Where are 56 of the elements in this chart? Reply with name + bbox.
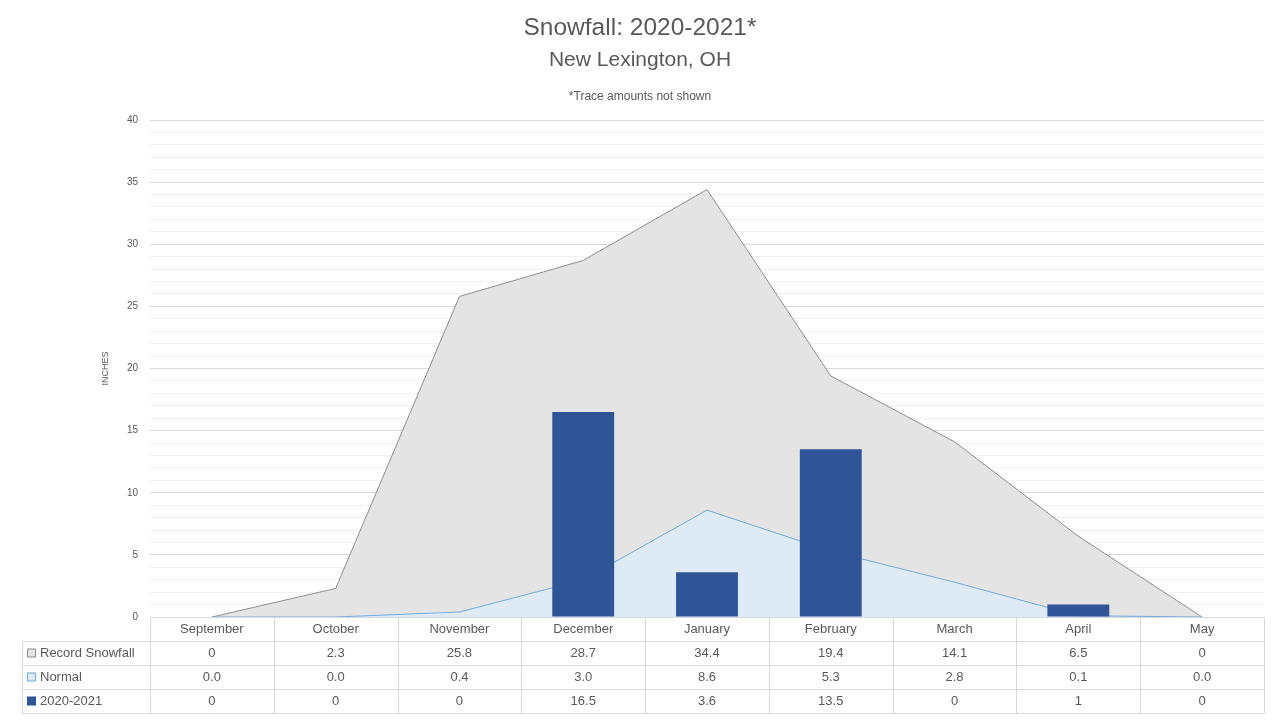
data-label: 1 — [1074, 693, 1082, 709]
chart-title: Snowfall: 2020-2021* — [523, 13, 757, 41]
data-label: 6.5 — [1069, 645, 1088, 661]
data-label: 0.0 — [1193, 669, 1212, 685]
y-tick-label: 35 — [126, 175, 139, 187]
y-tick-label: 0 — [132, 610, 139, 622]
y-tick-label: 30 — [126, 238, 139, 249]
data-label: 28.7 — [570, 645, 596, 661]
x-tick-label: September — [180, 621, 245, 637]
legend-label: Record Snowfall — [40, 645, 135, 661]
data-label: 13.5 — [818, 693, 844, 709]
chart-subtitle: New Lexington, OH — [548, 47, 732, 71]
data-label: 3.0 — [574, 669, 593, 685]
y-tick-label: 20 — [126, 362, 139, 374]
x-tick-label: April — [1065, 621, 1092, 637]
legend-label: Normal — [40, 669, 83, 685]
data-label: 5.3 — [821, 669, 840, 685]
data-label: 0 — [1198, 645, 1206, 661]
data-label: 8.6 — [697, 669, 717, 685]
data-label: 2.3 — [326, 645, 345, 661]
data-label: 14.1 — [941, 645, 968, 661]
y-tick-label: 15 — [126, 424, 139, 436]
data-label: 0 — [1198, 693, 1206, 709]
x-tick-label: March — [936, 621, 973, 637]
data-label: 3.6 — [697, 693, 717, 709]
data-label: 16.5 — [570, 693, 596, 709]
data-label: 19.4 — [818, 645, 844, 661]
data-label: 0.0 — [326, 669, 345, 685]
x-tick-label: November — [429, 621, 491, 637]
data-label: 0.1 — [1069, 669, 1088, 685]
legend-label: 2020-2021 — [40, 693, 103, 709]
data-label: 2.8 — [945, 669, 964, 685]
x-tick-label: May — [1189, 621, 1215, 637]
y-tick-label: 40 — [126, 113, 139, 125]
data-label: 0 — [208, 693, 216, 709]
data-label: 0 — [455, 693, 464, 709]
bar — [1047, 604, 1110, 617]
x-tick-label: January — [683, 621, 731, 637]
data-label: 0 — [950, 693, 959, 709]
data-label: 0.4 — [450, 669, 469, 685]
x-tick-label: February — [804, 621, 858, 637]
data-label: 0 — [208, 645, 216, 661]
y-tick-label: 10 — [126, 486, 139, 498]
y-axis-title: INCHES — [99, 351, 110, 386]
bar — [799, 449, 862, 617]
data-label: 34.4 — [694, 645, 720, 661]
x-tick-label: October — [312, 621, 360, 637]
bar — [552, 411, 615, 617]
text: *Trace amounts not shown — [568, 89, 712, 104]
data-label: 0.0 — [202, 669, 221, 685]
y-tick-label: 25 — [126, 300, 139, 312]
data-label: 25.8 — [446, 645, 473, 661]
x-tick-label: December — [553, 621, 614, 637]
bar — [676, 572, 738, 617]
data-label: 0 — [332, 693, 340, 709]
y-tick-label: 5 — [132, 548, 139, 560]
